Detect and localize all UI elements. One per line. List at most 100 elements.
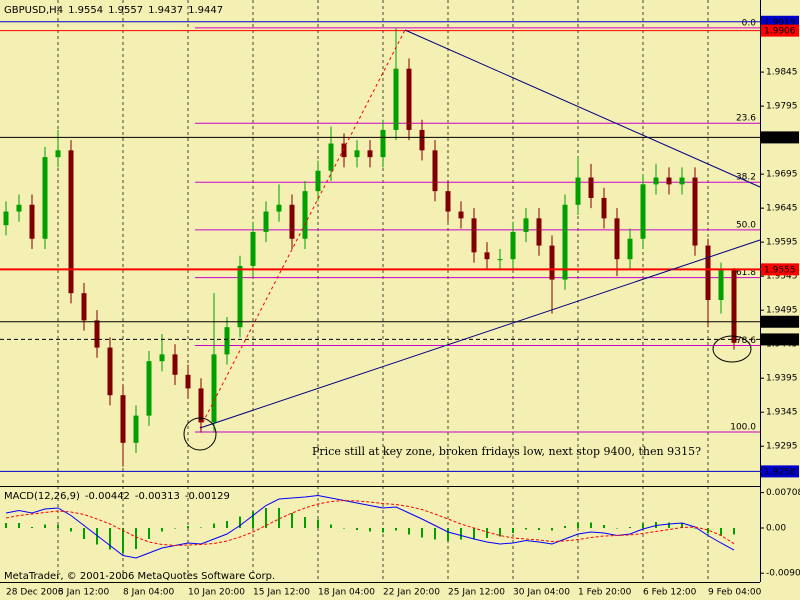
macd-histogram-bar: [70, 528, 72, 532]
price-label: 1.9919: [764, 18, 796, 28]
candle-body: [666, 177, 672, 185]
fib-label: 78.6: [736, 336, 756, 346]
candle-body: [393, 68, 399, 130]
price-label-box: [761, 263, 799, 276]
macd-histogram-bar: [460, 528, 462, 540]
price-label-box: [761, 333, 799, 346]
macd-histogram-bar: [18, 523, 20, 528]
candle-body: [328, 143, 334, 171]
macd-histogram-bar: [681, 523, 683, 528]
candle-body: [588, 177, 594, 198]
candle-body: [458, 211, 464, 219]
macd-histogram-bar: [239, 516, 241, 528]
macd-histogram-bar: [733, 528, 735, 535]
macd-hist: -0.00129: [185, 491, 230, 502]
macd-histogram-bar: [694, 528, 696, 529]
x-tick-label: 30 Jan 04:00: [513, 588, 570, 598]
macd-histogram-bar: [252, 511, 254, 528]
candle-body: [146, 361, 152, 416]
candle-body: [497, 259, 503, 261]
footer: MetaTrader, © 2001-2006 MetaQuotes Softw…: [4, 571, 275, 582]
macd-histogram-bar: [616, 528, 618, 529]
candle-body: [354, 150, 360, 158]
y-tick-label: 1.9645: [766, 204, 798, 214]
price-label-box: [761, 24, 799, 37]
x-tick-label: 10 Jan 20:00: [188, 588, 245, 598]
fib-label: 50.0: [736, 220, 756, 230]
candle-body: [653, 177, 659, 185]
circle-marker: [712, 335, 752, 363]
candle-body: [523, 218, 529, 232]
y-tick-label: 1.9295: [766, 442, 798, 452]
macd-histogram-bar: [291, 513, 293, 528]
candle-body: [120, 395, 126, 443]
x-tick-label: 6 Feb 12:00: [643, 588, 697, 598]
macd-y-tick-label: -0.00904: [766, 569, 800, 579]
candle-body: [679, 177, 685, 185]
macd-histogram-bar: [382, 528, 384, 533]
macd-histogram-bar: [304, 517, 306, 528]
macd-histogram-bar: [642, 523, 644, 528]
candle-body: [224, 327, 230, 355]
candle-body: [432, 150, 438, 192]
x-tick-label: 22 Jan 20:00: [383, 588, 440, 598]
macd-histogram-bar: [265, 508, 267, 528]
candle-body: [107, 347, 113, 396]
candle-body: [16, 204, 22, 212]
candle-body: [614, 218, 620, 260]
candle-body: [263, 211, 269, 232]
macd-histogram-bar: [44, 524, 46, 528]
x-tick-label: 1 Feb 20:00: [578, 588, 632, 598]
macd-histogram-bar: [330, 524, 332, 528]
macd-main: -0.00442: [85, 491, 130, 502]
candle-body: [185, 374, 191, 389]
macd-histogram-bar: [135, 528, 137, 549]
macd-y-tick-label: 0.00708: [766, 488, 800, 498]
price-label-box: [761, 465, 799, 478]
macd-line: [5, 494, 735, 559]
candle-body: [575, 177, 581, 205]
macd-y-tick-label: 0.00: [766, 524, 786, 534]
candle-body: [68, 150, 74, 294]
macd-histogram-bar: [447, 528, 449, 541]
macd-histogram-bar: [187, 526, 189, 528]
candle-body: [276, 204, 282, 212]
macd-histogram-bar: [83, 528, 85, 539]
y-tick-label: 1.9545: [766, 272, 798, 282]
candle-body: [302, 191, 308, 239]
fib-label: 100.0: [730, 422, 756, 432]
macd-histogram-bar: [369, 528, 371, 532]
macd-histogram-bar: [525, 528, 527, 530]
macd-header: MACD(12,26,9) -0.00442 -0.00313 -0.00129: [4, 491, 230, 502]
macd-histogram-bar: [499, 528, 501, 537]
macd-histogram-bar: [148, 528, 150, 539]
x-tick-label: 9 Feb 04:00: [708, 588, 762, 598]
candle-body: [367, 150, 373, 158]
macd-histogram-bar: [538, 528, 540, 530]
y-tick-label: 1.9845: [766, 68, 798, 78]
candle-body: [211, 354, 217, 423]
fib-label: 23.6: [736, 114, 756, 124]
macd-histogram-bar: [5, 523, 7, 528]
macd-histogram-bar: [668, 522, 670, 528]
y-tick-label: 1.9345: [766, 408, 798, 418]
macd-histogram-bar: [551, 528, 553, 531]
price-label-box: [761, 131, 799, 144]
macd-histogram-bar: [421, 528, 423, 538]
macd-histogram-bar: [109, 528, 111, 550]
candle-body: [94, 320, 100, 348]
fib-label: 0.0: [742, 18, 757, 28]
macd-histogram-bar: [356, 528, 358, 530]
candle-body: [380, 129, 386, 158]
trend-line: [199, 29, 406, 429]
candle-body: [510, 231, 516, 260]
candle-body: [250, 231, 256, 266]
candle-body: [237, 265, 243, 328]
x-tick-label: 3 Jan 12:00: [58, 588, 110, 598]
symbol: GBPUSD,H4: [4, 5, 63, 16]
price-label: 1.9906: [764, 27, 796, 37]
y-tick-label: 1.9695: [766, 170, 798, 180]
macd-histogram-bar: [486, 528, 488, 538]
